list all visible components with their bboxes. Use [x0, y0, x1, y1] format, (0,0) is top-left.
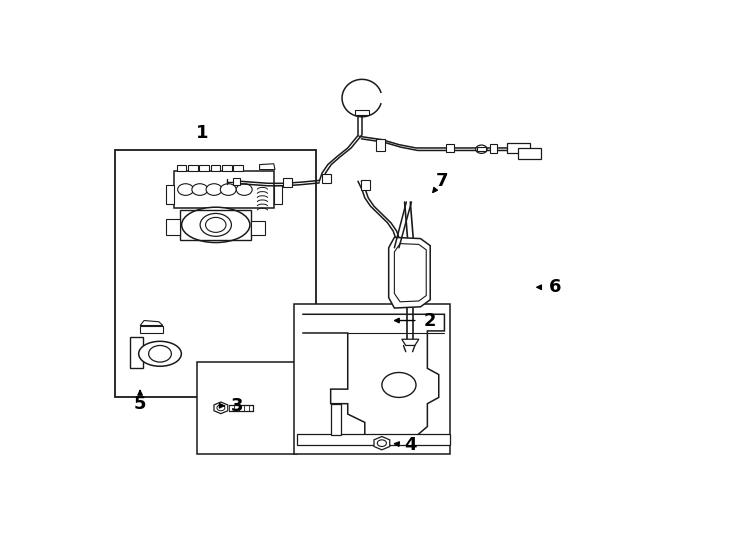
Text: 4: 4 — [404, 436, 417, 454]
Bar — [180, 211, 251, 240]
Bar — [188, 165, 197, 171]
Bar — [222, 165, 232, 171]
Circle shape — [377, 440, 386, 447]
Polygon shape — [302, 314, 445, 441]
Circle shape — [206, 218, 226, 232]
Bar — [233, 178, 239, 185]
Ellipse shape — [139, 341, 181, 366]
Bar — [166, 219, 180, 235]
Bar — [376, 139, 385, 151]
Bar — [131, 337, 143, 368]
Bar — [507, 143, 530, 153]
Bar — [174, 171, 274, 208]
Polygon shape — [260, 164, 275, 170]
Bar — [355, 110, 368, 114]
Circle shape — [178, 184, 194, 195]
Bar — [251, 221, 265, 235]
Bar — [330, 404, 341, 435]
Text: 2: 2 — [424, 312, 437, 329]
Bar — [294, 304, 450, 454]
Circle shape — [220, 184, 236, 195]
Bar — [274, 185, 283, 204]
Polygon shape — [140, 321, 163, 326]
Circle shape — [382, 373, 416, 397]
Ellipse shape — [148, 346, 172, 362]
Bar — [233, 165, 243, 171]
Bar — [176, 165, 186, 171]
Text: 5: 5 — [134, 395, 146, 413]
Bar — [166, 185, 174, 204]
Circle shape — [236, 184, 252, 195]
Bar — [361, 180, 371, 190]
Bar — [140, 326, 163, 333]
Circle shape — [476, 145, 487, 153]
Bar — [446, 144, 454, 152]
Bar — [115, 150, 316, 397]
Polygon shape — [401, 339, 419, 346]
Ellipse shape — [181, 207, 250, 242]
Text: 1: 1 — [197, 124, 209, 143]
Bar — [199, 165, 209, 171]
Ellipse shape — [200, 213, 231, 237]
Circle shape — [206, 184, 222, 195]
Polygon shape — [389, 238, 430, 308]
Circle shape — [217, 405, 225, 411]
Bar — [197, 362, 297, 454]
Text: 3: 3 — [230, 397, 243, 415]
Text: 7: 7 — [435, 172, 448, 190]
Bar — [322, 174, 331, 183]
Text: 6: 6 — [549, 278, 562, 296]
Bar — [297, 434, 450, 445]
Bar — [211, 165, 220, 171]
Polygon shape — [214, 402, 228, 414]
Bar — [477, 147, 486, 151]
Polygon shape — [374, 436, 390, 450]
Bar — [283, 178, 292, 187]
Bar — [490, 144, 497, 153]
Bar — [518, 148, 541, 159]
Circle shape — [192, 184, 208, 195]
